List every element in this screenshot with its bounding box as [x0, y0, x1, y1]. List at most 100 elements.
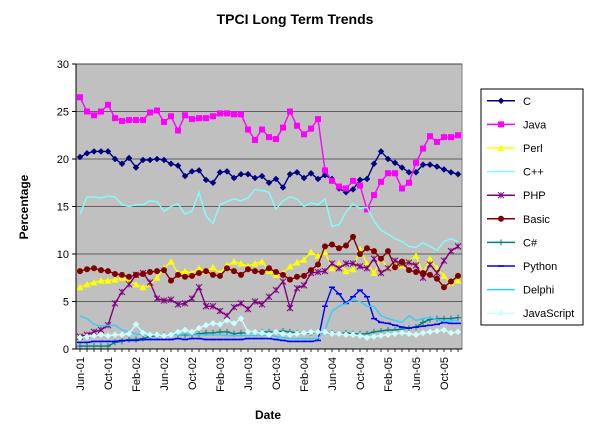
- x-tick-label: Oct-02: [187, 357, 199, 390]
- data-point: [181, 326, 189, 334]
- gridlines: [76, 63, 462, 302]
- legend-label: PHP: [523, 190, 546, 202]
- data-point: [132, 280, 140, 288]
- legend-label: Basic: [523, 214, 550, 226]
- series-c: [76, 148, 462, 196]
- data-point: [293, 284, 301, 292]
- data-point: [97, 277, 105, 284]
- data-point: [167, 258, 175, 265]
- data-point: [91, 265, 97, 272]
- x-tick-label: Feb-02: [131, 357, 143, 392]
- data-point: [168, 113, 174, 120]
- y-tick-label: 5: [63, 297, 69, 309]
- data-point: [371, 192, 377, 199]
- data-point: [83, 280, 91, 288]
- data-point: [174, 162, 182, 170]
- data-point: [454, 328, 462, 336]
- data-point: [83, 149, 91, 157]
- data-point: [258, 172, 266, 180]
- data-point: [363, 264, 371, 272]
- series-python: [77, 286, 461, 344]
- data-point: [223, 317, 231, 324]
- data-point: [132, 164, 140, 171]
- data-point: [112, 339, 118, 346]
- series-line: [79, 188, 459, 252]
- data-point: [377, 269, 385, 277]
- data-point: [294, 273, 300, 280]
- data-point: [202, 321, 210, 329]
- data-point: [119, 118, 125, 124]
- data-point: [294, 122, 300, 129]
- data-point: [307, 248, 315, 256]
- data-point: [216, 307, 224, 315]
- data-point: [202, 302, 210, 310]
- data-point: [98, 343, 104, 350]
- data-point: [349, 331, 357, 339]
- data-point: [498, 239, 504, 246]
- data-point: [209, 179, 217, 187]
- data-point: [419, 161, 427, 169]
- data-point: [412, 168, 420, 176]
- data-point: [140, 335, 146, 342]
- data-point: [497, 144, 505, 151]
- data-point: [167, 331, 175, 339]
- data-point: [209, 319, 217, 327]
- data-point: [203, 115, 209, 122]
- data-point: [77, 268, 83, 275]
- data-point: [77, 94, 83, 101]
- legend-label: Java: [523, 119, 547, 131]
- data-point: [286, 170, 294, 178]
- data-point: [497, 309, 505, 317]
- y-tick-label: 15: [57, 202, 69, 214]
- data-point: [216, 320, 224, 328]
- data-point: [90, 148, 98, 155]
- data-point: [441, 315, 447, 322]
- data-point: [167, 160, 175, 168]
- data-point: [265, 293, 273, 301]
- data-point: [153, 331, 161, 339]
- data-point: [440, 166, 448, 173]
- data-point: [251, 328, 259, 336]
- data-point: [342, 331, 350, 339]
- data-point: [77, 343, 83, 350]
- data-point: [98, 108, 104, 115]
- series-group: [76, 94, 462, 350]
- data-point: [84, 266, 90, 273]
- x-tick-label: Oct-03: [271, 357, 283, 390]
- data-point: [405, 330, 413, 338]
- data-point: [433, 163, 441, 170]
- legend-item: PHP: [487, 190, 546, 202]
- data-point: [342, 260, 350, 267]
- data-point: [314, 328, 322, 336]
- legend-item: Basic: [487, 214, 550, 226]
- data-point: [259, 126, 265, 133]
- data-point: [498, 215, 504, 222]
- data-point: [371, 248, 377, 255]
- data-point: [224, 110, 230, 117]
- chart-title: TPCI Long Term Trends: [217, 11, 374, 27]
- data-point: [147, 269, 153, 276]
- data-point: [434, 138, 440, 145]
- data-point: [153, 155, 161, 163]
- data-point: [405, 259, 413, 266]
- data-point: [419, 329, 427, 337]
- data-point: [286, 304, 294, 312]
- data-point: [84, 108, 90, 115]
- data-point: [370, 333, 378, 341]
- data-point: [125, 330, 133, 338]
- data-point: [300, 174, 308, 182]
- data-point: [266, 265, 272, 272]
- data-point: [146, 279, 154, 286]
- data-point: [433, 327, 441, 335]
- data-point: [217, 272, 223, 279]
- data-point: [251, 298, 259, 305]
- data-point: [287, 108, 293, 115]
- data-point: [188, 295, 196, 303]
- legend-items: C Java Perl C++ PHP Basic C# Python Delphi JavaSc…: [487, 96, 574, 320]
- data-point: [273, 136, 279, 143]
- data-point: [293, 259, 301, 266]
- data-point: [447, 247, 455, 255]
- data-point: [230, 174, 238, 182]
- data-point: [378, 255, 384, 262]
- data-point: [434, 275, 440, 282]
